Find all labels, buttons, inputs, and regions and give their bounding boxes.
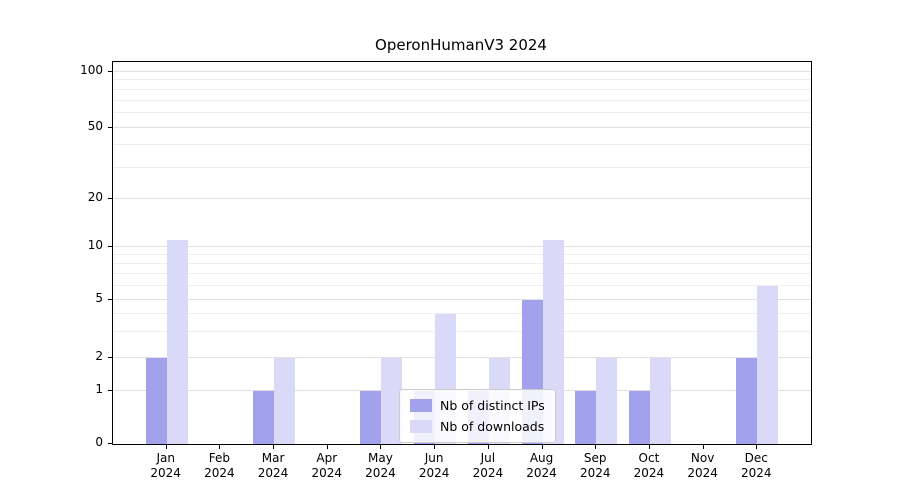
gridline-minor bbox=[113, 79, 811, 81]
bar-nb-of-downloads bbox=[166, 240, 188, 444]
gridline-major bbox=[113, 357, 811, 359]
legend-swatch-distinct-ips bbox=[410, 399, 432, 412]
y-tick-label: 1 bbox=[95, 381, 103, 396]
x-tick-label: Apr 2024 bbox=[311, 451, 343, 480]
gridline-minor bbox=[113, 253, 811, 255]
y-tick-label: 0 bbox=[95, 435, 103, 449]
gridline-major bbox=[113, 299, 811, 300]
x-tick-mark bbox=[326, 445, 328, 449]
gridline-major bbox=[113, 198, 811, 200]
x-tick-label: Dec 2024 bbox=[741, 451, 772, 480]
x-tick-label: Aug 2024 bbox=[526, 451, 557, 480]
gridline-major bbox=[113, 70, 811, 72]
legend: Nb of distinct IPs Nb of downloads bbox=[399, 389, 556, 443]
x-tick-mark bbox=[595, 445, 597, 449]
gridline-minor bbox=[113, 89, 811, 91]
gridline-major bbox=[113, 127, 811, 129]
y-tick-label: 10 bbox=[87, 237, 103, 252]
legend-item: Nb of downloads bbox=[410, 416, 545, 437]
x-tick-mark bbox=[380, 445, 382, 449]
plot-area bbox=[112, 61, 812, 445]
gridline-minor bbox=[113, 99, 811, 101]
bar-nb-of-distinct-ips bbox=[145, 358, 167, 444]
x-tick-label: Jun 2024 bbox=[418, 451, 450, 480]
bar-nb-of-downloads bbox=[596, 358, 618, 444]
y-tick-label: 2 bbox=[95, 349, 103, 364]
gridline-minor bbox=[113, 144, 811, 146]
chart-title: OperonHumanV3 2024 bbox=[375, 36, 547, 54]
legend-item: Nb of distinct IPs bbox=[410, 395, 545, 416]
x-tick-mark bbox=[273, 445, 275, 449]
y-tick-label: 100 bbox=[80, 62, 103, 77]
y-tick-label: 20 bbox=[87, 190, 103, 205]
legend-label-distinct-ips: Nb of distinct IPs bbox=[440, 398, 545, 413]
gridline-minor bbox=[113, 331, 811, 333]
gridline-major bbox=[113, 245, 811, 247]
x-tick-label: Mar 2024 bbox=[257, 451, 289, 480]
y-tick-label: 50 bbox=[87, 119, 103, 134]
gridline-minor bbox=[113, 166, 811, 168]
x-tick-mark bbox=[219, 445, 221, 449]
legend-swatch-downloads bbox=[410, 420, 432, 433]
x-tick-label: Feb 2024 bbox=[204, 451, 235, 480]
bar-nb-of-distinct-ips bbox=[575, 390, 597, 444]
x-tick-label: Sep 2024 bbox=[579, 451, 611, 480]
bar-nb-of-distinct-ips bbox=[253, 390, 275, 444]
gridline-minor bbox=[113, 262, 811, 264]
x-tick-mark bbox=[702, 445, 704, 449]
x-tick-label: Oct 2024 bbox=[633, 451, 665, 480]
x-tick-label: May 2024 bbox=[365, 451, 396, 480]
x-tick-mark bbox=[165, 445, 167, 449]
bar-nb-of-downloads bbox=[757, 286, 779, 444]
x-tick-mark bbox=[434, 445, 436, 449]
x-tick-mark bbox=[756, 445, 758, 449]
x-tick-mark bbox=[487, 445, 489, 449]
gridline-minor bbox=[113, 112, 811, 114]
bar-nb-of-downloads bbox=[274, 358, 296, 444]
x-tick-label: Jul 2024 bbox=[472, 451, 504, 480]
bar-nb-of-distinct-ips bbox=[736, 358, 758, 444]
x-tick-mark bbox=[541, 445, 543, 449]
gridline-minor bbox=[113, 273, 811, 275]
legend-label-downloads: Nb of downloads bbox=[440, 419, 545, 434]
x-tick-label: Nov 2024 bbox=[687, 451, 718, 480]
bar-nb-of-downloads bbox=[649, 358, 671, 444]
gridline-minor bbox=[113, 313, 811, 315]
y-tick-label: 5 bbox=[95, 290, 103, 305]
bar-nb-of-downloads bbox=[381, 358, 403, 444]
bar-nb-of-distinct-ips bbox=[628, 390, 650, 444]
bar-nb-of-distinct-ips bbox=[360, 390, 382, 444]
x-tick-label: Jan 2024 bbox=[150, 451, 181, 480]
x-tick-mark bbox=[648, 445, 650, 449]
gridline-minor bbox=[113, 285, 811, 287]
